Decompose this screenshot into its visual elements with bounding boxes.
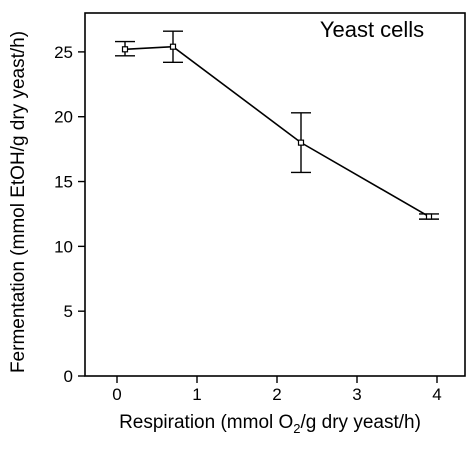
y-tick-label: 25 bbox=[54, 43, 73, 62]
data-point bbox=[169, 43, 177, 50]
data-point bbox=[121, 46, 129, 53]
y-tick-label: 10 bbox=[54, 237, 73, 256]
x-ticks: 0 1 2 3 4 bbox=[112, 376, 442, 404]
data-point bbox=[425, 213, 433, 220]
x-tick-label: 0 bbox=[112, 385, 121, 404]
data-point bbox=[297, 139, 305, 146]
x-axis-title: Respiration (mmol O2/g dry yeast/h) bbox=[119, 412, 421, 436]
x-axis-title-main: Respiration (mmol O bbox=[119, 412, 293, 433]
x-tick-label: 4 bbox=[432, 385, 441, 404]
series-group bbox=[115, 30, 439, 220]
x-tick-label: 1 bbox=[192, 385, 201, 404]
x-axis-title-subscript: 2 bbox=[293, 421, 300, 436]
x-axis-title-rest: /g dry yeast/h) bbox=[301, 412, 421, 433]
y-tick-label: 15 bbox=[54, 173, 73, 192]
x-tick-label: 3 bbox=[352, 385, 361, 404]
x-tick-label: 2 bbox=[272, 385, 281, 404]
series-line bbox=[124, 45, 430, 218]
y-tick-label: 5 bbox=[64, 302, 73, 321]
y-tick-label: 0 bbox=[64, 367, 73, 386]
y-ticks: 0 5 10 15 20 25 bbox=[54, 43, 85, 386]
axes bbox=[84, 12, 466, 377]
annotation-label: Yeast cells bbox=[320, 17, 424, 42]
y-axis-title: Fermentation (mmol EtOH/g dry yeast/h) bbox=[8, 31, 29, 373]
y-tick-label: 20 bbox=[54, 108, 73, 127]
plot-frame bbox=[84, 12, 466, 377]
